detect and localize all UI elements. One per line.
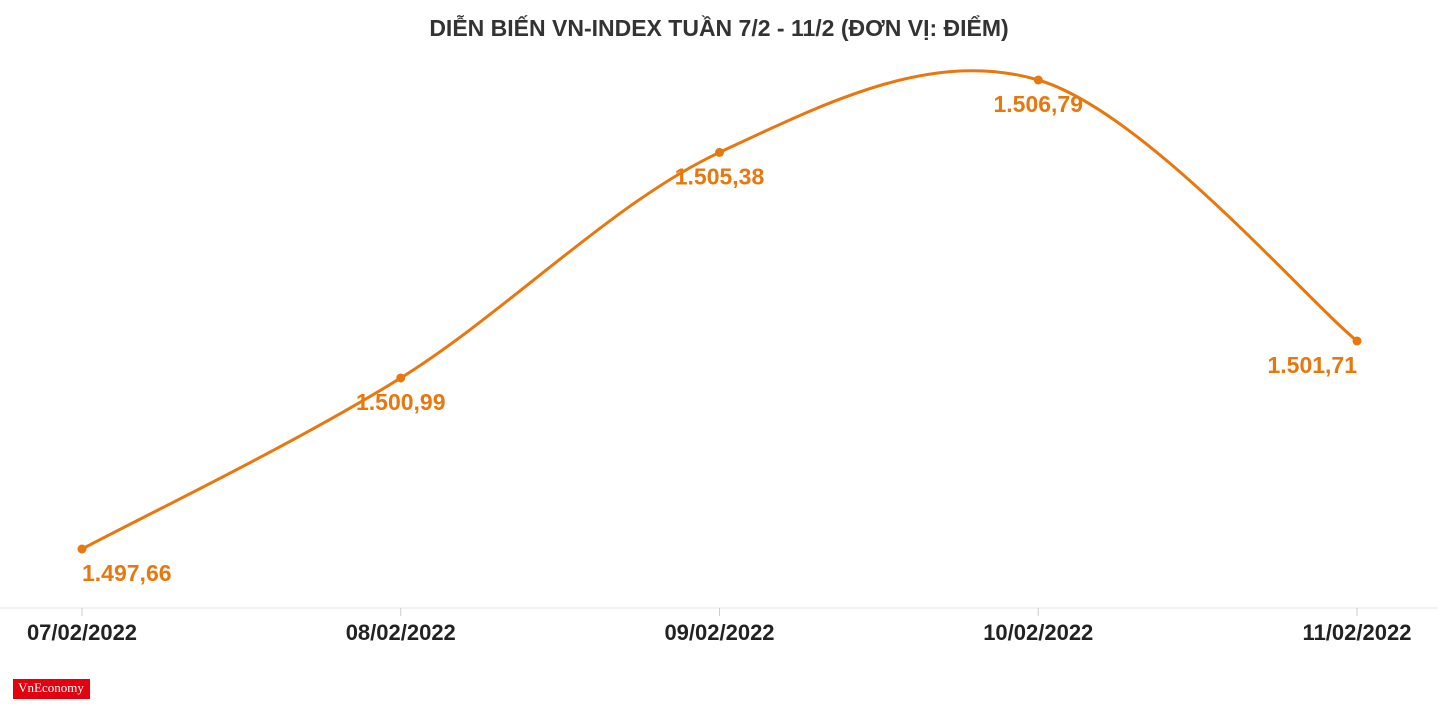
line	[81, 69, 1358, 551]
x-tick-label: 08/02/2022	[346, 620, 456, 645]
value-label: 1.506,79	[993, 91, 1083, 117]
chart-title: DIỄN BIẾN VN-INDEX TUẦN 7/2 - 11/2 (ĐƠN …	[429, 13, 1008, 41]
x-tick-label: 10/02/2022	[983, 620, 1093, 645]
value-label: 1.505,38	[675, 164, 765, 190]
value-label: 1.500,99	[356, 389, 446, 415]
x-tick-label: 07/02/2022	[27, 620, 137, 645]
value-label: 1.497,66	[82, 560, 172, 586]
logo-box	[13, 679, 90, 699]
value-label: 1.501,71	[1267, 352, 1357, 378]
logo: VnEconomy	[18, 680, 84, 695]
point	[715, 147, 724, 157]
x-tick-label: 09/02/2022	[664, 620, 774, 645]
point	[396, 373, 406, 383]
x-tick-label: 11/02/2022	[1303, 620, 1412, 645]
point	[1033, 75, 1043, 85]
point	[1352, 336, 1362, 346]
point	[77, 544, 87, 554]
